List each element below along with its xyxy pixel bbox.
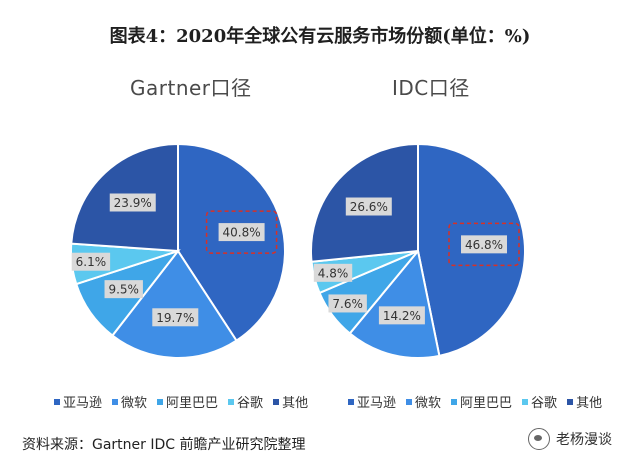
data-label-text: 46.8%: [465, 238, 503, 252]
legend-swatch: [406, 398, 413, 405]
data-label-text: 26.6%: [350, 200, 388, 214]
data-label-box: [109, 193, 156, 212]
highlight-box: [448, 222, 520, 267]
legend-swatch: [348, 398, 354, 405]
legend-label: 谷歌: [237, 396, 264, 411]
data-label-box: [152, 308, 199, 327]
pie-gartner: 40.8% 19.7% 9.5%6.1% 23.9%: [70, 142, 286, 359]
legend-item: 亚马逊: [54, 392, 102, 411]
legend-label: 其他: [282, 396, 309, 411]
legend-swatch: [273, 398, 280, 405]
wechat-icon: [528, 428, 550, 450]
legend-item: 阿里巴巴: [157, 392, 218, 411]
data-label-4: 4.8%: [313, 263, 353, 282]
data-label-1: 46.8%: [448, 222, 520, 267]
legend-item: 其他: [273, 392, 308, 411]
source-note: 资料来源：Gartner IDC 前瞻产业研究院整理: [22, 437, 306, 453]
legend-label: 谷歌: [531, 396, 558, 411]
data-label-3: 7.6%: [328, 294, 367, 313]
legend-label: 其他: [576, 396, 603, 411]
legend-swatch: [157, 398, 164, 405]
legend-label: 阿里巴巴: [460, 396, 513, 411]
legend-swatch: [567, 398, 574, 405]
pie-slice-2: [111, 249, 238, 359]
data-label-2: 14.2%: [378, 306, 425, 325]
chart-title-gartner: Gartner口径: [130, 76, 252, 100]
data-label-text: 23.9%: [114, 196, 152, 210]
data-label-text: 4.8%: [318, 266, 349, 280]
legend-label: 微软: [415, 396, 442, 411]
data-label-text: 19.7%: [156, 311, 194, 325]
legend-item: 谷歌: [522, 392, 557, 411]
legend-label: 微软: [121, 396, 148, 411]
data-label-box: [345, 197, 392, 216]
data-label-4: 6.1%: [71, 252, 111, 271]
legend-item: 微软: [112, 392, 147, 411]
data-label-5: 26.6%: [345, 197, 392, 216]
legend-item: 其他: [567, 392, 602, 411]
chart-title-idc: IDC口径: [392, 76, 470, 100]
watermark: 老杨漫谈: [528, 428, 612, 450]
legend-item: 阿里巴巴: [451, 392, 512, 411]
legend-swatch: [451, 398, 458, 405]
data-label-box: [461, 235, 508, 254]
page-title: 图表4：2020年全球公有云服务市场份额(单位：%): [109, 26, 531, 47]
data-label-2: 19.7%: [152, 308, 199, 327]
data-label-5: 23.9%: [109, 193, 156, 212]
data-label-box: [104, 280, 143, 299]
pie-idc: 46.8% 14.2% 7.6% 4.8% 26.6%: [310, 142, 526, 359]
legend-item: 亚马逊: [348, 392, 396, 411]
pie-slice-2: [348, 248, 441, 359]
data-label-box: [71, 252, 111, 271]
legend-swatch: [112, 398, 119, 405]
watermark-text: 老杨漫谈: [556, 432, 612, 448]
data-label-text: 9.5%: [108, 283, 139, 297]
legend-idc: 亚马逊 微软 阿里巴巴 谷歌 其他: [348, 392, 602, 411]
legend-item: 谷歌: [228, 392, 263, 411]
data-label-box: [313, 263, 353, 282]
data-label-box: [328, 294, 367, 313]
legend-label: 亚马逊: [357, 396, 397, 411]
data-label-text: 6.1%: [76, 255, 107, 269]
legend-item: 微软: [406, 392, 441, 411]
data-label-1: 40.8%: [205, 210, 278, 254]
data-label-box: [218, 223, 265, 242]
data-label-box: [378, 306, 425, 325]
legend-label: 亚马逊: [63, 396, 103, 411]
legend-swatch: [522, 398, 529, 405]
legend-swatch: [54, 398, 60, 405]
data-label-3: 9.5%: [104, 280, 143, 299]
data-label-text: 14.2%: [383, 309, 421, 323]
legend-label: 阿里巴巴: [166, 396, 219, 411]
legend-gartner: 亚马逊 微软 阿里巴巴 谷歌 其他: [54, 392, 308, 411]
data-label-text: 40.8%: [223, 226, 261, 240]
data-label-text: 7.6%: [332, 297, 363, 311]
highlight-box: [205, 210, 278, 254]
legend-swatch: [228, 398, 235, 405]
